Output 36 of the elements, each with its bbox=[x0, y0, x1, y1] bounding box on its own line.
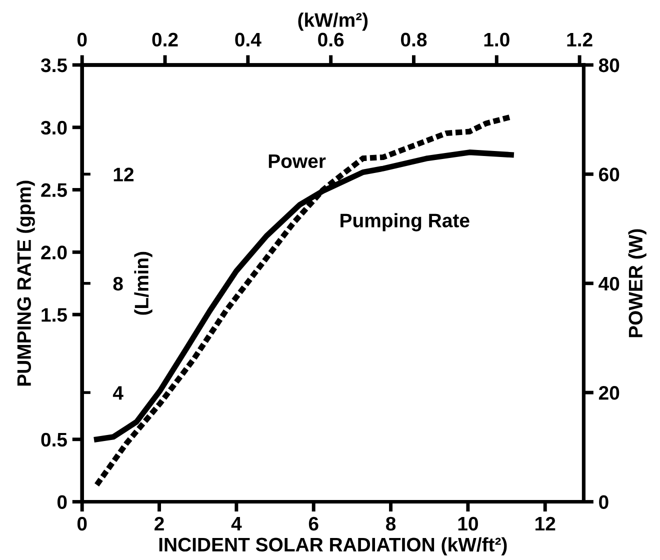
x-tick-label: 2 bbox=[154, 516, 164, 530]
x-axis-title: INCIDENT SOLAR RADIATION (kW/ft²) bbox=[159, 537, 507, 556]
x2-tick-label: 0 bbox=[77, 32, 87, 47]
y-axis-title: PUMPING RATE (gpm) bbox=[16, 180, 35, 386]
x2-tick-label: 0.6 bbox=[318, 32, 344, 47]
x2-tick-label: 1.2 bbox=[567, 32, 592, 46]
series-label: Power bbox=[268, 154, 326, 168]
y-tick-label: 0.5 bbox=[41, 432, 67, 447]
y2-tick-label: 0 bbox=[599, 495, 608, 509]
y3-axis-title: (L/min) bbox=[134, 252, 152, 315]
y-tick-label: 2.0 bbox=[41, 246, 67, 260]
x-tick-label: 12 bbox=[536, 516, 556, 530]
y2-tick-label: 20 bbox=[598, 386, 620, 400]
y3-tick-label: 4 bbox=[112, 386, 124, 400]
y2-tick-label: 40 bbox=[598, 276, 620, 291]
x-tick-label: 10 bbox=[458, 516, 478, 531]
series-label: Pumping Rate bbox=[340, 213, 470, 232]
x2-tick-label: 0.8 bbox=[400, 32, 427, 47]
y-tick-label: 3.5 bbox=[40, 58, 67, 72]
y2-tick-label: 80 bbox=[598, 58, 620, 72]
x-tick-label: 8 bbox=[386, 516, 396, 531]
y2-axis-title: POWER (W) bbox=[628, 229, 646, 338]
x2-tick-label: 0.2 bbox=[152, 32, 178, 47]
x2-axis-title: (kW/m²) bbox=[298, 12, 368, 31]
x2-tick-label: 0.4 bbox=[235, 32, 262, 47]
y3-tick-label: 8 bbox=[113, 276, 123, 291]
x-tick-label: 0 bbox=[77, 516, 87, 531]
x-tick-label: 6 bbox=[308, 516, 318, 531]
y-tick-label: 2.5 bbox=[41, 183, 67, 197]
x-tick-label: 4 bbox=[231, 517, 242, 530]
y-tick-label: 1.5 bbox=[42, 308, 67, 322]
y3-tick-label: 12 bbox=[114, 168, 134, 182]
y2-tick-label: 60 bbox=[599, 168, 620, 182]
x2-tick-label: 1.0 bbox=[484, 32, 510, 47]
y-tick-label: 0 bbox=[57, 495, 67, 509]
y-tick-label: 3.0 bbox=[40, 120, 67, 135]
